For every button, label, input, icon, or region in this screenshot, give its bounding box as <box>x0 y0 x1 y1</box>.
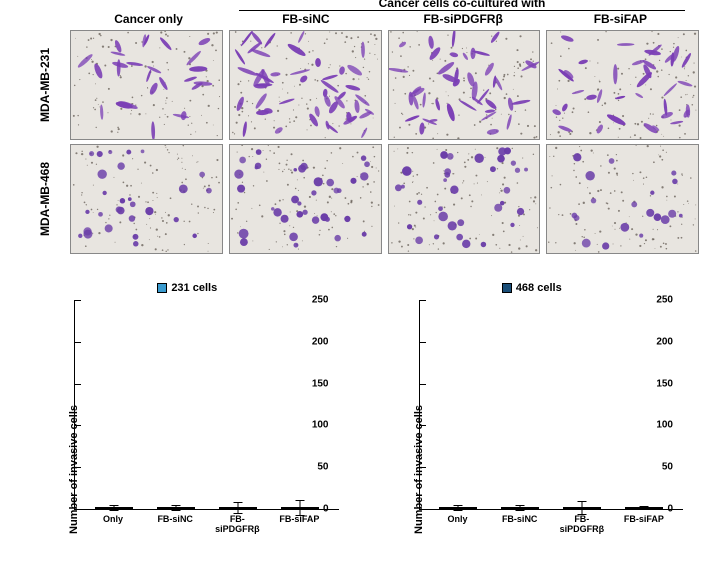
bars-container <box>75 300 339 509</box>
super-header-underline <box>239 10 685 11</box>
row-label: MDA-MB-468 <box>20 192 70 206</box>
bar <box>281 507 319 509</box>
micrograph-panel <box>388 30 541 140</box>
legend-231: 231 cells <box>30 282 345 294</box>
bar <box>439 507 477 509</box>
micrograph-panel-grid: Cancer cells co-cultured with Cancer onl… <box>20 10 699 254</box>
x-axis-label: FB-siPDGFRβ <box>554 514 609 534</box>
legend-swatch-468 <box>502 283 512 293</box>
legend-468: 468 cells <box>375 282 690 294</box>
legend-swatch-231 <box>157 283 167 293</box>
bar <box>563 507 601 509</box>
col-header-fb-sipdgfrb: FB-siPDGFRβ <box>385 10 542 28</box>
legend-label-231: 231 cells <box>171 282 217 294</box>
micrograph-panel <box>229 144 382 254</box>
col-header-cancer-only: Cancer only <box>70 10 227 28</box>
micrograph-panel <box>70 30 223 140</box>
error-bar <box>644 506 645 509</box>
x-axis-label: FB-siFAP <box>272 514 327 534</box>
bar-group <box>210 507 264 509</box>
row-label-text: MDA-MB-468 <box>38 162 52 236</box>
column-headers: Cancer only FB-siNC FB-siPDGFRβ FB-siFAP <box>70 10 699 28</box>
x-axis-label: Only <box>86 514 141 534</box>
bar-group <box>617 507 671 509</box>
y-tick <box>75 509 81 510</box>
row-label: MDA-MB-231 <box>20 78 70 92</box>
x-axis-label: FB-siNC <box>492 514 547 534</box>
micrograph-panel <box>70 144 223 254</box>
micrograph-panel <box>388 144 541 254</box>
panel-row <box>70 144 699 254</box>
x-axis-label: FB-siFAP <box>617 514 672 534</box>
x-axis-label: FB-siNC <box>148 514 203 534</box>
col-header-fb-sinc: FB-siNC <box>227 10 384 28</box>
error-bar <box>582 501 583 514</box>
coculture-super-header: Cancer cells co-cultured with <box>235 0 689 11</box>
bars-container <box>420 300 684 509</box>
bar <box>157 507 195 509</box>
bar-group <box>431 507 485 509</box>
error-bar <box>299 500 300 515</box>
bar <box>625 507 663 509</box>
micrograph-panel <box>546 30 699 140</box>
legend-label-468: 468 cells <box>516 282 562 294</box>
micrograph-panel <box>229 30 382 140</box>
error-bar <box>113 505 114 510</box>
x-labels-468: Only FB-siNC FB-siPDGFRβ FB-siFAP <box>419 510 684 534</box>
bar-group <box>272 507 326 509</box>
bar-charts-row: 231 cells Number of invasive cells 05010… <box>20 282 699 534</box>
error-bar <box>520 505 521 510</box>
micrograph-row: MDA-MB-231 <box>20 30 699 140</box>
super-header-text: Cancer cells co-cultured with <box>379 0 546 10</box>
error-bar <box>458 505 459 510</box>
chart-468: 468 cells Number of invasive cells 05010… <box>375 282 690 534</box>
error-bar <box>237 502 238 514</box>
bar-group <box>149 507 203 509</box>
bar-group <box>555 507 609 509</box>
chart-area-231: Number of invasive cells 050100150200250 <box>74 300 339 510</box>
col-header-fb-sifap: FB-siFAP <box>542 10 699 28</box>
bar <box>219 507 257 509</box>
y-tick <box>420 509 426 510</box>
bar-group <box>87 507 141 509</box>
error-bar <box>175 505 176 512</box>
chart-231: 231 cells Number of invasive cells 05010… <box>30 282 345 534</box>
panel-row <box>70 30 699 140</box>
micrograph-panel <box>546 144 699 254</box>
bar <box>95 507 133 509</box>
x-axis-label: Only <box>430 514 485 534</box>
x-axis-label: FB-siPDGFRβ <box>210 514 265 534</box>
chart-area-468: Number of invasive cells 050100150200250 <box>419 300 684 510</box>
row-label-text: MDA-MB-231 <box>38 48 52 122</box>
micrograph-row: MDA-MB-468 <box>20 144 699 254</box>
bar <box>501 507 539 509</box>
bar-group <box>493 507 547 509</box>
